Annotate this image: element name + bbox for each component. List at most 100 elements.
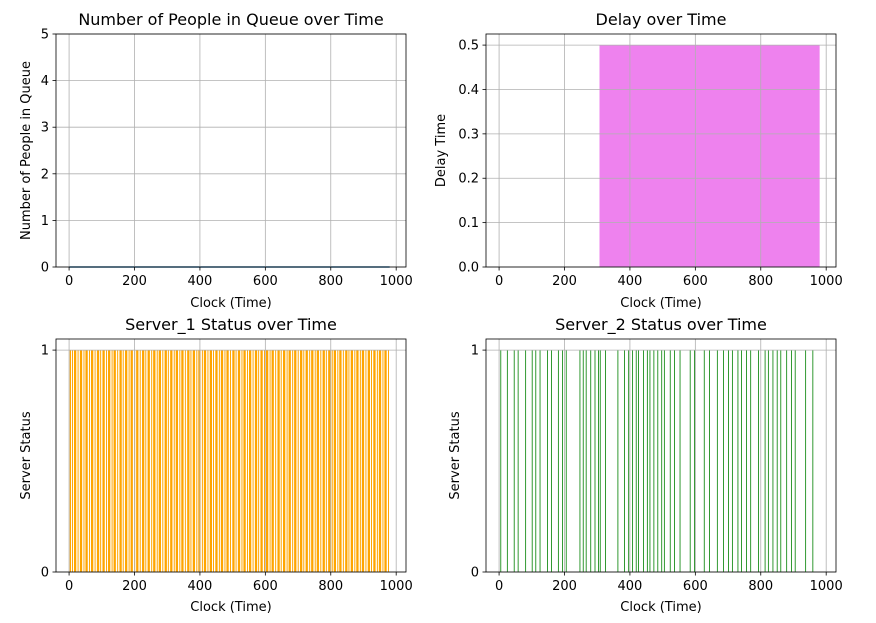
server2-status-bar	[605, 350, 606, 572]
server1-status-bar	[79, 350, 83, 572]
server1-status-bar	[111, 350, 113, 572]
queue-xtick-label: 0	[65, 274, 73, 289]
delay-xtick-label: 600	[683, 274, 708, 289]
server1-status-bar	[258, 350, 260, 572]
server1-status-bar	[361, 350, 365, 572]
server1-status-bar	[181, 350, 184, 572]
server2-xtick-label: 800	[748, 579, 773, 594]
server1-xtick-label: 400	[188, 579, 213, 594]
server2-status-bar	[723, 350, 724, 572]
server1-status-bar	[305, 350, 308, 572]
server2-status-bar	[716, 350, 718, 572]
delay-chart-ylabel: Delay Time	[434, 114, 449, 187]
server1-status-bar	[342, 350, 344, 572]
server2-status-bar	[594, 350, 596, 572]
queue-chart: Number of People in Queue over Time Cloc…	[19, 10, 413, 311]
server1-status-bar	[175, 350, 179, 572]
server1-status-bar	[130, 350, 133, 572]
server2-status-bar	[750, 350, 752, 572]
server1-status-bar	[266, 350, 269, 572]
server2-status-bar	[500, 350, 502, 572]
server1-status-bar	[367, 350, 371, 572]
delay-ytick-label: 0.2	[458, 172, 479, 187]
server1-status-bar	[184, 350, 186, 572]
server1-status-bar	[226, 350, 229, 572]
server2-frame	[485, 338, 837, 573]
server2-status-bar	[767, 350, 769, 572]
server1-status-bar	[280, 350, 282, 572]
server1-status-bar	[275, 350, 277, 572]
server2-status-bar	[772, 350, 774, 572]
delay-delay-area	[599, 45, 820, 267]
server1-status-bar	[288, 350, 291, 572]
delay-xtick-label: 200	[552, 274, 577, 289]
server1-status-bar	[309, 350, 311, 572]
server2-ytick-label: 1	[471, 344, 479, 359]
server2-chart-title: Server_2 Status over Time	[555, 315, 767, 335]
server2-status-bar	[513, 350, 515, 572]
queue-frame	[55, 33, 407, 268]
queue-xtick-label: 800	[318, 274, 343, 289]
server1-ytick-label: 0	[41, 566, 49, 581]
delay-xtick-label: 0	[495, 274, 503, 289]
server1-status-bar	[339, 350, 342, 572]
server1-status-bar	[147, 350, 150, 572]
server2-marks	[500, 350, 814, 572]
delay-ytick-label: 0.4	[458, 83, 479, 98]
server1-xtick-label: 200	[122, 579, 147, 594]
server1-status-bar	[142, 350, 145, 572]
server1-status-bar	[235, 350, 237, 572]
server1-status-bar	[320, 350, 322, 572]
server1-status-bar	[243, 350, 246, 572]
server1-status-bar	[292, 350, 294, 572]
server2-status-bar	[547, 350, 548, 572]
server1-chart-title: Server_1 Status over Time	[125, 315, 337, 335]
delay-xtick-label: 400	[618, 274, 643, 289]
server1-status-bar	[85, 350, 88, 572]
queue-chart-ylabel: Number of People in Queue	[19, 61, 34, 240]
server2-status-bar	[703, 350, 705, 572]
server1-status-bar	[252, 350, 254, 572]
server1-status-bar	[201, 350, 203, 572]
delay-chart-xlabel: Clock (Time)	[620, 296, 701, 311]
server1-status-bar	[213, 350, 214, 572]
server1-status-bar	[230, 350, 231, 572]
server1-status-bar	[122, 350, 124, 572]
server2-xtick-label: 0	[495, 579, 503, 594]
server1-status-bar	[117, 350, 119, 572]
server1-status-bar	[322, 350, 325, 572]
server1-status-bar	[350, 350, 354, 572]
server1-status-bar	[325, 350, 327, 572]
server2-xtick-label: 600	[683, 579, 708, 594]
server1-status-bar	[151, 350, 153, 572]
server1-status-bar	[207, 350, 209, 572]
server1-status-bar	[69, 350, 72, 572]
delay-ytick-label: 0.3	[458, 127, 479, 142]
queue-ytick-label: 1	[41, 214, 49, 229]
server2-status-bar	[679, 350, 681, 572]
server1-status-bar	[220, 350, 224, 572]
server1-status-bar	[283, 350, 286, 572]
server1-status-bar	[314, 350, 316, 572]
server1-status-bar	[170, 350, 173, 572]
server2-status-bar	[531, 350, 533, 572]
server1-status-bar	[224, 350, 226, 572]
delay-chart-title: Delay over Time	[596, 10, 727, 29]
server2-status-bar	[709, 350, 710, 572]
server1-status-bar	[83, 350, 85, 572]
server2-chart-xlabel: Clock (Time)	[620, 600, 701, 615]
server2-status-bar	[579, 350, 581, 572]
queue-ytick-label: 0	[41, 261, 49, 276]
server1-status-bar	[89, 350, 91, 572]
server1-status-bar	[196, 350, 198, 572]
server2-status-bar	[565, 350, 567, 572]
server1-status-bar	[198, 350, 201, 572]
server1-xtick-label: 600	[253, 579, 278, 594]
server1-status-bar	[359, 350, 361, 572]
server1-status-bar	[388, 350, 389, 572]
server2-status-bar	[694, 350, 695, 572]
server2-status-bar	[557, 350, 559, 572]
server2-status-bar	[517, 350, 519, 572]
server1-status-bar	[203, 350, 207, 572]
